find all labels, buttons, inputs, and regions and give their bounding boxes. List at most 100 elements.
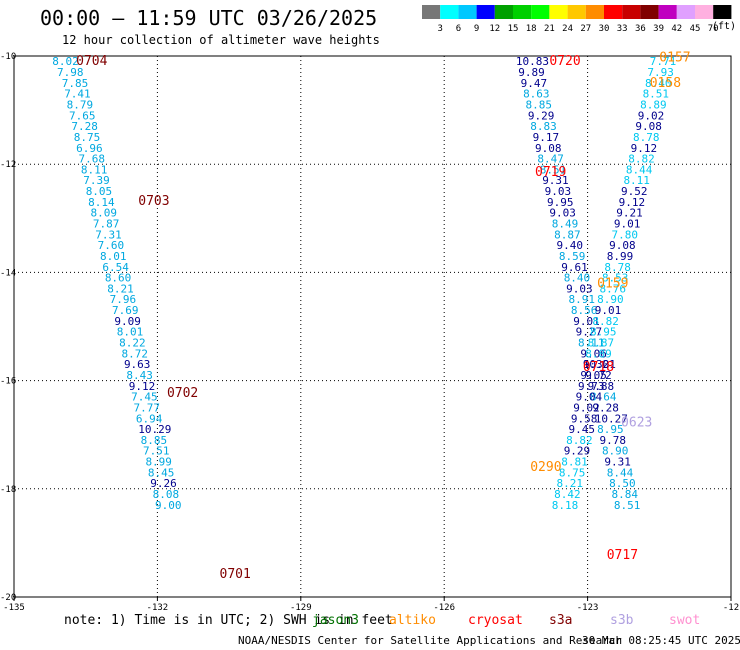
wave-height-value: 8.72 — [122, 347, 149, 360]
wave-height-value: 8.05 — [86, 185, 113, 198]
color-swatch — [640, 5, 659, 19]
pass-label: 0703 — [138, 194, 169, 209]
color-scale-label: 27 — [580, 24, 591, 34]
wave-height-value: 8.75 — [559, 466, 586, 479]
color-swatch — [513, 5, 532, 19]
color-scale-label: 18 — [526, 24, 537, 34]
wave-height-value: 9.02 — [573, 401, 600, 414]
color-scale-label: 3 — [437, 24, 442, 34]
wave-height-value: 9.21 — [616, 207, 643, 220]
pass-label: 0717 — [607, 548, 638, 563]
credit-line: NOAA/NESDIS Center for Satellite Applica… — [238, 634, 623, 647]
wave-height-value: 8.99 — [145, 456, 172, 469]
y-tick-label: -18 — [0, 485, 16, 495]
wave-height-value: 8.84 — [612, 488, 639, 501]
x-tick-label: -123 — [577, 603, 599, 612]
wave-height-value: 8.50 — [609, 477, 636, 490]
pass-label: 0718 — [583, 360, 614, 375]
wave-height-value: 9.88 — [588, 380, 615, 393]
color-scale-label: 33 — [617, 24, 628, 34]
pass-label: 0704 — [76, 54, 107, 69]
wave-height-value: 9.63 — [124, 358, 151, 371]
wave-height-value: 8.63 — [523, 88, 550, 101]
y-tick-label: -14 — [0, 268, 16, 278]
wave-height-value: 8.21 — [557, 477, 584, 490]
wave-height-value: 9.03 — [545, 185, 572, 198]
wave-height-value: 8.90 — [597, 293, 624, 306]
color-swatch — [567, 5, 586, 19]
wave-height-value: 8.40 — [564, 272, 591, 285]
wave-height-value: 8.64 — [590, 391, 617, 404]
wave-height-value: 8.78 — [604, 261, 631, 274]
pass-label: 0720 — [549, 54, 580, 69]
color-scale-label: 6 — [456, 24, 461, 34]
satellite-legend-altiko: altiko — [389, 613, 436, 628]
wave-height-value: 8.78 — [633, 131, 660, 144]
wave-height-value: 7.31 — [95, 228, 122, 241]
wave-height-value: 6.94 — [136, 412, 163, 425]
wave-height-value: 8.01 — [100, 250, 127, 263]
wave-height-value: 8.01 — [117, 326, 143, 339]
wave-height-value: 7.39 — [83, 174, 110, 187]
wave-height-value: 7.41 — [64, 88, 91, 101]
satellite-legend-jason3: jason3 — [312, 613, 359, 628]
wave-height-value: 7.68 — [79, 153, 106, 166]
wave-height-value: 7.45 — [131, 391, 158, 404]
pass-label: 0290 — [530, 460, 561, 475]
wave-height-value: 8.87 — [588, 337, 615, 350]
wave-height-value: 9.08 — [635, 120, 662, 133]
color-scale-label: 24 — [562, 24, 573, 34]
wave-height-value: 9.26 — [150, 477, 177, 490]
map-title: 00:00 – 11:59 UTC 03/26/2025 — [40, 6, 378, 30]
wave-height-value: 9.06 — [580, 347, 607, 360]
y-tick-label: -10 — [0, 52, 16, 62]
wave-height-value: 9.08 — [535, 142, 562, 155]
satellite-legend-cryosat: cryosat — [468, 613, 523, 628]
wave-height-value: 9.03 — [566, 282, 593, 295]
x-tick-label: -12 — [723, 603, 739, 612]
color-swatch — [695, 5, 714, 19]
wave-height-value: 9.95 — [547, 196, 574, 209]
wave-height-value: 8.22 — [119, 337, 146, 350]
wave-height-value: 8.79 — [67, 98, 94, 111]
wave-height-value: 8.43 — [126, 369, 153, 382]
wave-height-value: 9.02 — [638, 109, 665, 122]
wave-height-value: 7.69 — [112, 304, 138, 317]
color-swatch — [531, 5, 550, 19]
color-scale-label: 45 — [690, 24, 701, 34]
color-swatch — [458, 5, 477, 19]
wave-height-value: 10.27 — [595, 412, 628, 425]
wave-height-value: 7.77 — [134, 401, 161, 414]
wave-height-value: 9.12 — [129, 380, 156, 393]
color-scale-label: 15 — [508, 24, 519, 34]
color-swatch — [622, 5, 641, 19]
wave-height-value: 8.99 — [607, 250, 634, 263]
generated-timestamp: 30 Mar 08:25:45 UTC 2025 — [582, 634, 740, 647]
wave-height-value: 9.89 — [518, 66, 545, 79]
wave-height-value: 7.96 — [110, 293, 137, 306]
wave-height-value: 9.05 — [580, 369, 607, 382]
wave-height-value: 8.18 — [552, 499, 579, 512]
wave-height-value: 8.11 — [81, 163, 108, 176]
x-tick-label: -126 — [433, 603, 455, 612]
color-swatch — [549, 5, 568, 19]
wave-height-value: 6.54 — [102, 261, 129, 274]
wave-height-value: 8.85 — [141, 434, 168, 447]
color-swatch — [658, 5, 677, 19]
wave-height-value: 8.21 — [107, 282, 133, 295]
color-scale-label: 42 — [671, 24, 682, 34]
wave-height-value: 9.78 — [600, 434, 627, 447]
wave-height-value: 8.44 — [626, 163, 653, 176]
wave-height-value: 8.81 — [561, 456, 588, 469]
wave-height-value: 8.11 — [623, 174, 650, 187]
wave-height-value: 10.83 — [516, 55, 549, 68]
wave-height-value: 7.71 — [650, 55, 677, 68]
pass-label: 0719 — [535, 165, 566, 180]
wave-height-value: 8.82 — [628, 153, 655, 166]
wave-height-value: 9.01 — [595, 304, 622, 317]
wave-height-value: 8.44 — [607, 466, 634, 479]
wave-height-value: 8.40 — [645, 77, 672, 90]
color-swatch — [494, 5, 513, 19]
wave-height-value: 9.29 — [564, 445, 591, 458]
wave-height-value: 10.01 — [583, 358, 616, 371]
